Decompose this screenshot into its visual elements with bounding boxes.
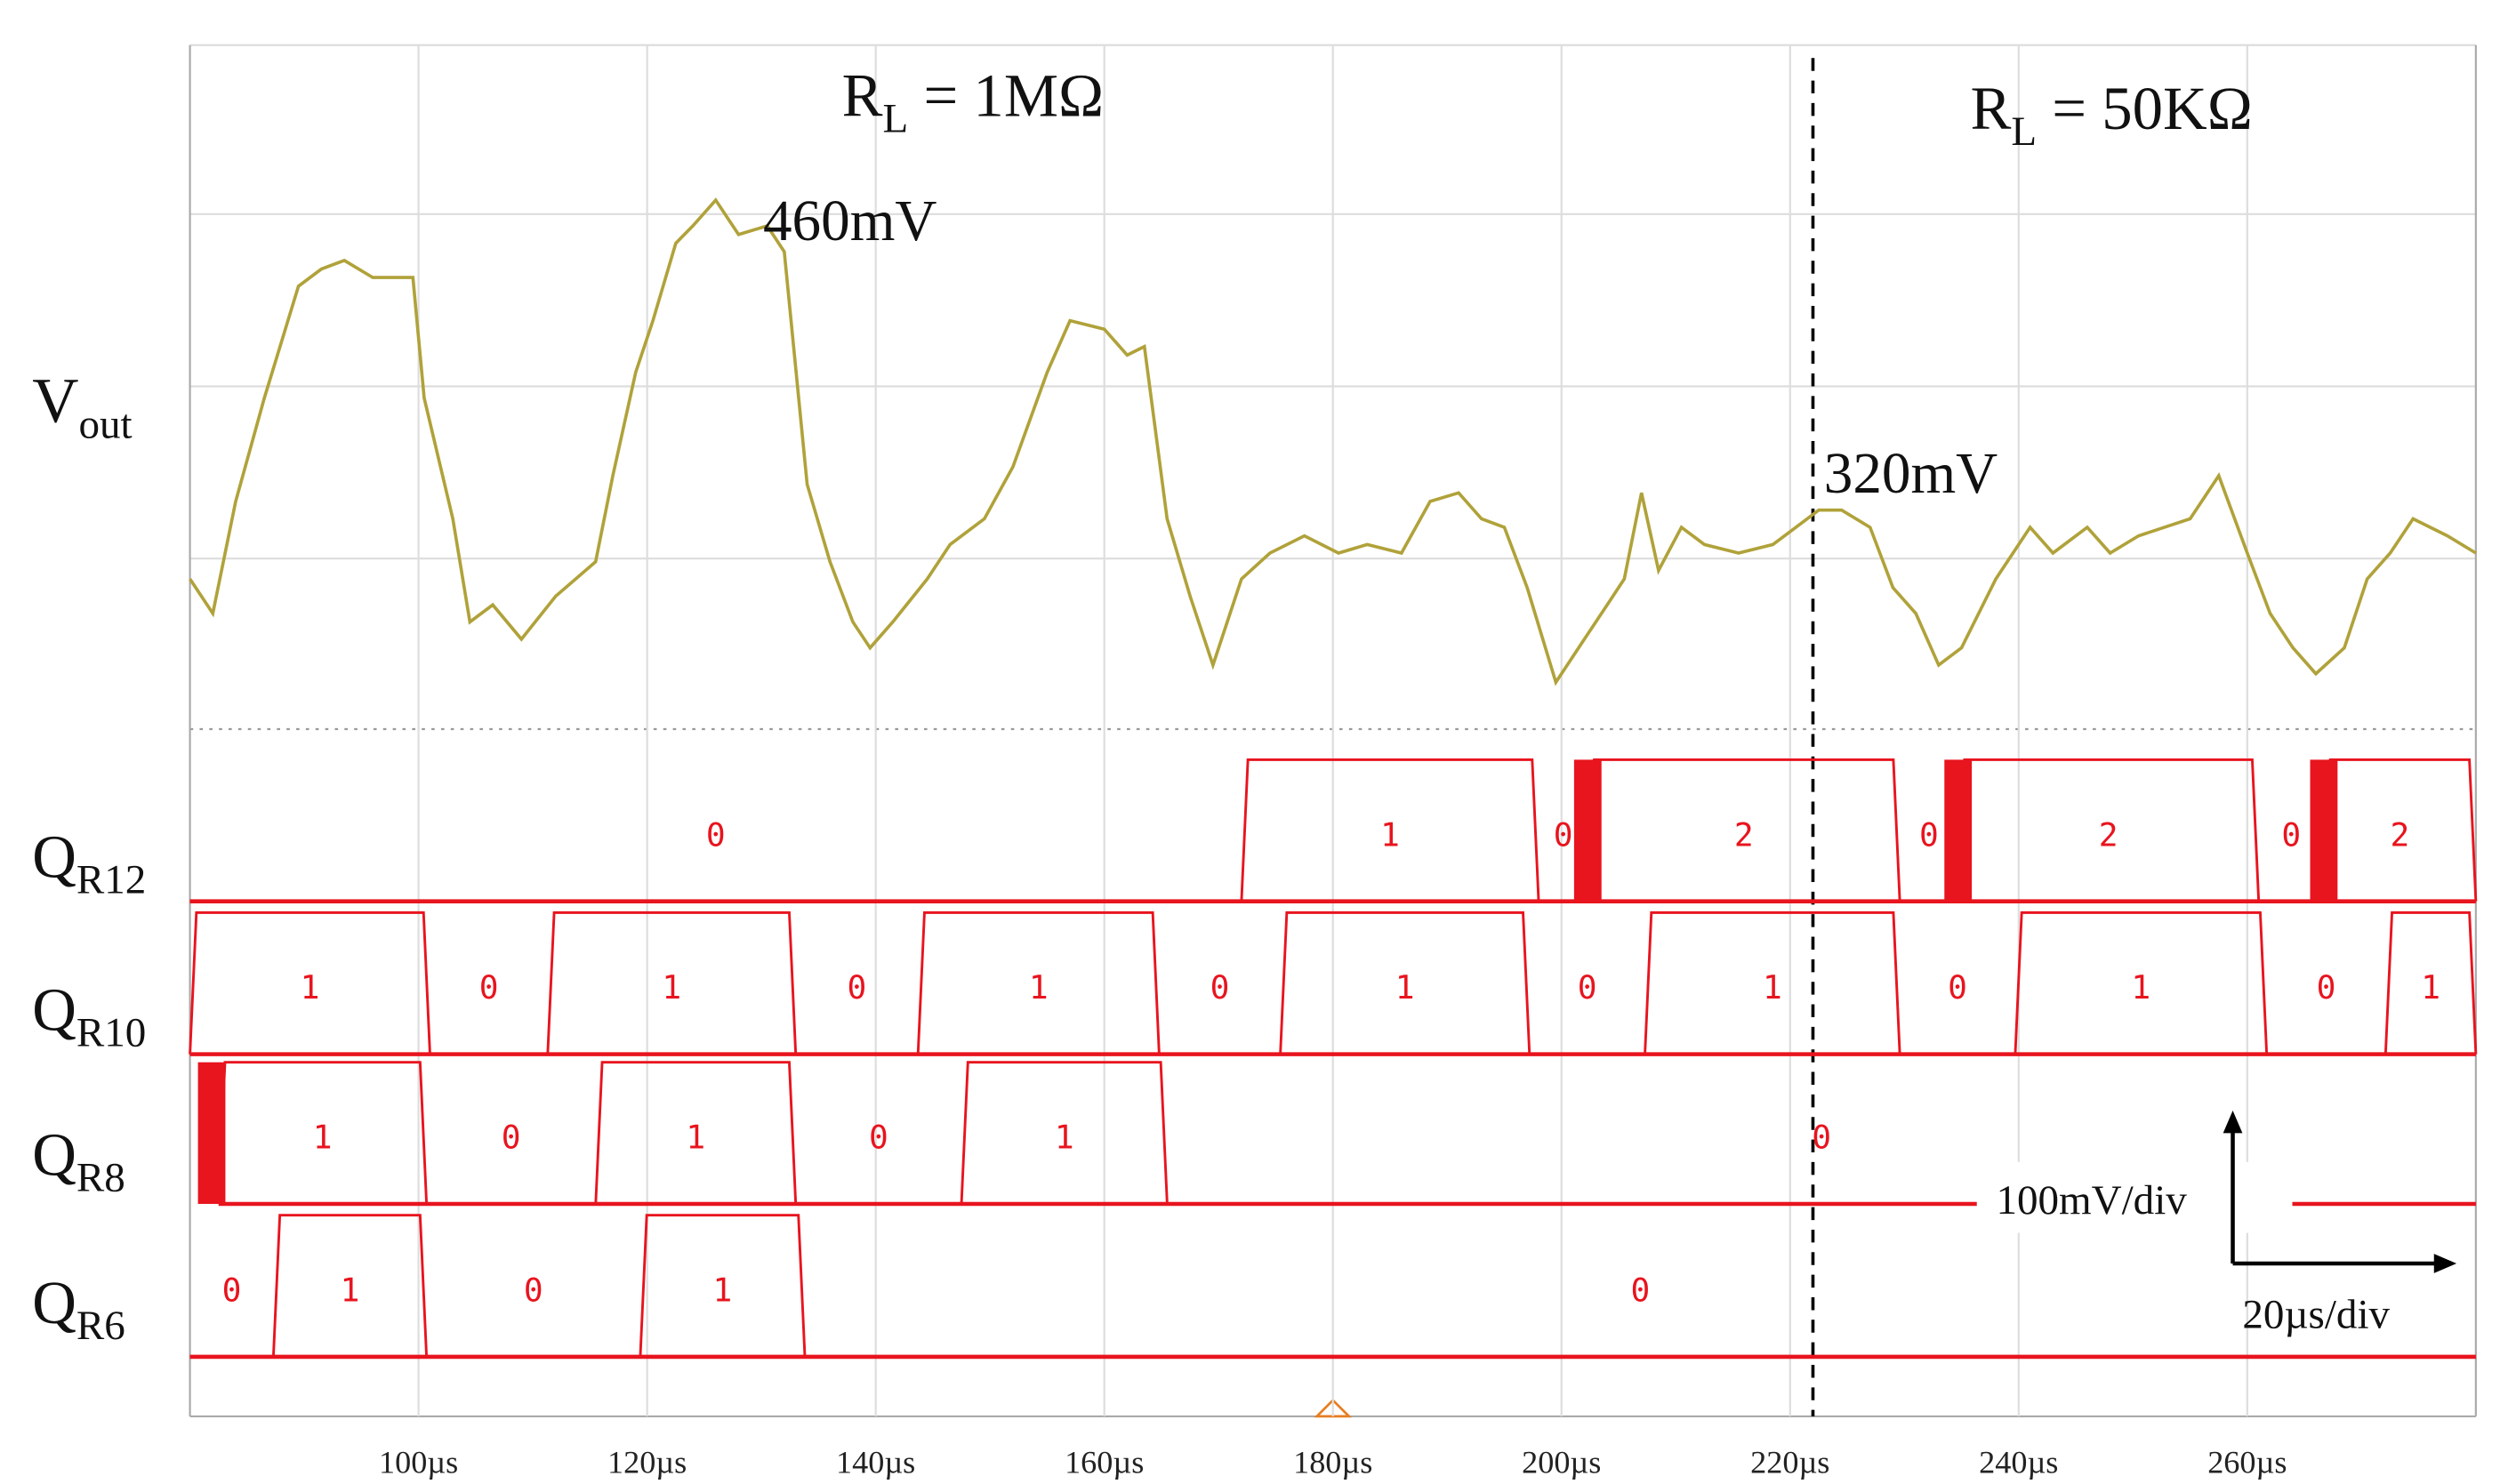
load-label: RL = 50KΩ (1970, 75, 2252, 155)
load-label-sub: L (2011, 108, 2037, 155)
scale-box (1976, 1161, 2293, 1233)
bus-value-label: 0 (222, 1271, 242, 1310)
x-tick-label: 180µs (1293, 1444, 1372, 1480)
bus-value-label: 1 (1380, 815, 1400, 854)
arrow-head (2223, 1111, 2243, 1134)
bus-glitch (2310, 759, 2338, 902)
annotation: 460mV (763, 189, 936, 253)
bus-segment (2014, 910, 2269, 1055)
scale-label: 100mV/div (1996, 1177, 2187, 1223)
bus-value-label: 0 (869, 1119, 888, 1157)
bus-value-label: 1 (313, 1119, 333, 1157)
grid (417, 44, 2248, 1416)
bus-segment (639, 1214, 807, 1358)
bus-name: QR6 (32, 1269, 125, 1349)
labels: 100µs 120µs 140µs 160µs 180µs 200µs 220µs 240µs… (32, 61, 2440, 1480)
bus-name-main: Q (32, 823, 76, 891)
bus-value-label: 1 (2421, 968, 2440, 1007)
bus-segment (271, 1214, 429, 1358)
bus-value-label: 0 (2317, 968, 2336, 1007)
bus-value-label: 1 (341, 1271, 360, 1310)
bus-value-label: 0 (1210, 968, 1230, 1007)
bus-value-label: 0 (848, 968, 867, 1007)
bus-value-label: 1 (1029, 968, 1049, 1007)
bus-glitch (1573, 759, 1602, 902)
bus-value-label: 1 (2131, 968, 2150, 1007)
bus-value-label: 0 (2281, 815, 2301, 854)
bus-value-label: 0 (1631, 1271, 1651, 1310)
bus-segment (916, 910, 1161, 1055)
bus-value-label: 1 (1763, 968, 1782, 1007)
bus-value-label: 1 (1055, 1119, 1074, 1157)
load-label-main: R (842, 61, 883, 129)
x-tick-label: 200µs (1522, 1444, 1601, 1480)
bus-name-sub: R12 (76, 857, 146, 903)
bus-segment (189, 910, 431, 1055)
x-tick-label: 240µs (1979, 1444, 2058, 1480)
bus-name-sub: R10 (76, 1010, 146, 1056)
bus-value-label: 1 (686, 1119, 705, 1157)
bus-segment (1240, 758, 1540, 902)
bus-value-label: 1 (301, 968, 320, 1007)
x-tick-label: 140µs (836, 1444, 915, 1480)
x-tick-label: 220µs (1750, 1444, 1829, 1480)
bus-glitch (197, 1062, 226, 1204)
series-label-main: V (32, 364, 78, 436)
bus-name-main: Q (32, 1269, 76, 1336)
bus-value-label: 0 (1578, 968, 1597, 1007)
annotation: 320mV (1824, 442, 1998, 506)
bus-value-label: 0 (1812, 1119, 1831, 1157)
bus-segment (1644, 910, 1901, 1055)
bus-value-label: 0 (1919, 815, 1939, 854)
load-label: RL = 1MΩ (842, 61, 1104, 141)
scale-label: 20µs/div (2242, 1291, 2390, 1337)
bus-value-label: 1 (713, 1271, 733, 1310)
bus-name: QR12 (32, 823, 146, 903)
bus-value-label: 0 (1554, 815, 1573, 854)
bus-name: QR8 (32, 1120, 125, 1200)
load-label-rest: = 1MΩ (908, 61, 1104, 129)
bus-segment (546, 910, 798, 1055)
bus-segment (594, 1061, 798, 1205)
bus-value-label: 0 (706, 815, 726, 854)
bus-value-label: 0 (479, 968, 499, 1007)
bus-segment (2383, 910, 2478, 1055)
series-label: Vout (32, 364, 132, 447)
bus-name-sub: R6 (76, 1303, 125, 1349)
x-tick-label: 100µs (379, 1444, 458, 1480)
bus-name-main: Q (32, 975, 76, 1043)
bus-value-label: 0 (1948, 968, 1967, 1007)
bus-segment (960, 1061, 1169, 1205)
bus-value-label: 2 (1734, 815, 1754, 854)
arrow-head (2433, 1254, 2457, 1273)
x-tick-label: 160µs (1065, 1444, 1144, 1480)
vout-line (189, 197, 2477, 686)
bus-value-label: 1 (662, 968, 681, 1007)
bus-segment (1279, 910, 1531, 1055)
bus-value-label: 2 (2099, 815, 2118, 854)
series-label-sub: out (78, 401, 132, 447)
bus-name-main: Q (32, 1120, 76, 1188)
bus-name-sub: R8 (76, 1155, 125, 1201)
bus-value-label: 0 (502, 1119, 521, 1157)
bus-glitch (1944, 759, 1973, 902)
bus-value-label: 1 (1395, 968, 1415, 1007)
load-label-rest: = 50KΩ (2037, 75, 2253, 142)
load-label-sub: L (883, 95, 909, 141)
load-label-main: R (1970, 75, 2011, 142)
x-tick-label: 260µs (2207, 1444, 2287, 1480)
bus-name: QR10 (32, 975, 146, 1055)
bus-value-label: 2 (2390, 815, 2409, 854)
bus-value-label: 0 (524, 1271, 543, 1310)
x-tick-label: 120µs (607, 1444, 687, 1480)
